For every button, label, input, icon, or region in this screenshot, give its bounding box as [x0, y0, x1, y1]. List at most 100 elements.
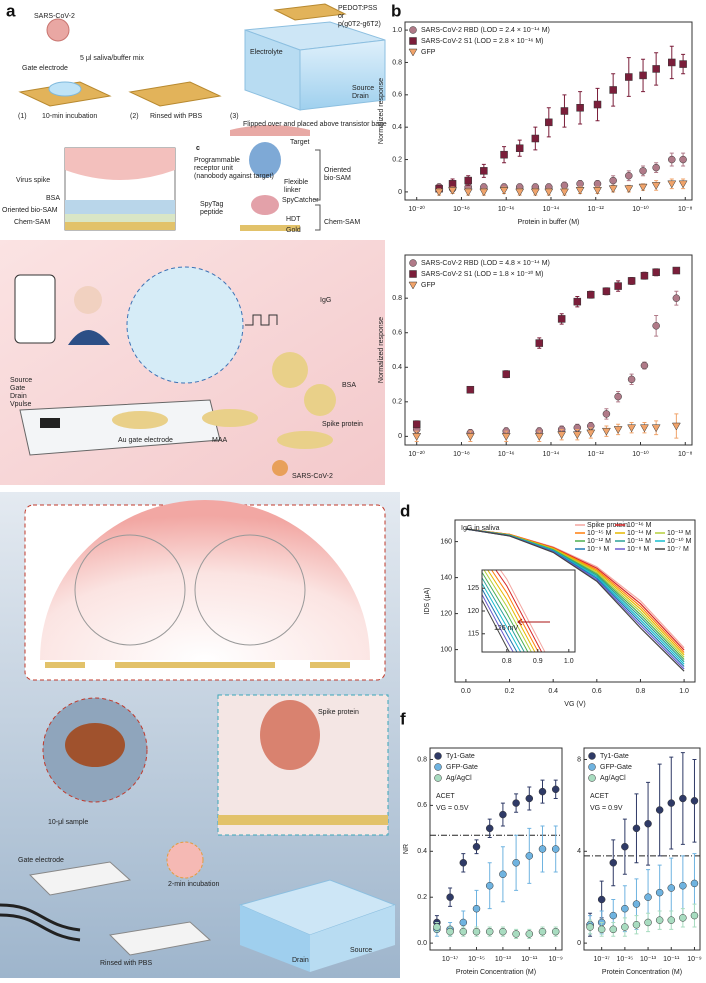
marker [679, 60, 687, 68]
label: SpyCatcher [282, 197, 319, 204]
marker [593, 180, 602, 188]
y-tick-label: 0.2 [392, 399, 402, 406]
label: bio-SAM [324, 175, 351, 182]
y-axis-label: Normalized response [378, 78, 385, 144]
x-axis-label: Protein in buffer (M) [518, 219, 580, 226]
legend-label: SARS-CoV-2 RBD (LOD = 4.8 × 10⁻¹⁴ M) [421, 260, 550, 267]
marker [638, 183, 648, 192]
marker [597, 895, 606, 904]
marker [448, 180, 457, 188]
label: Gate [10, 385, 25, 392]
x-axis-label: Protein Concentration (M) [602, 969, 682, 976]
marker [485, 824, 494, 833]
x-tick-label: 10⁻¹⁵ [617, 956, 634, 963]
marker [560, 181, 569, 190]
marker [679, 155, 687, 164]
virus-surface [65, 148, 175, 180]
gold-layer [65, 222, 175, 230]
x-tick-label: 10⁻¹¹ [521, 956, 538, 963]
marker [545, 118, 553, 127]
panel-label: b [391, 1, 401, 20]
marker [576, 104, 584, 112]
marker [485, 927, 494, 936]
marker [538, 927, 547, 936]
display [40, 418, 60, 428]
marker [609, 176, 617, 185]
y-tick-label: 125 [467, 585, 479, 592]
legend-label: 10⁻¹¹ M [627, 538, 651, 545]
marker [593, 100, 602, 109]
label: Flipped over and placed above transistor… [243, 121, 387, 128]
y-tick-label: 0.4 [417, 848, 427, 855]
x-tick-label: 10⁻¹⁴ [543, 451, 560, 458]
marker [655, 916, 664, 924]
label: PEDOT:PSS [338, 5, 378, 12]
x-tick-label: 0.9 [533, 658, 543, 665]
marker [609, 925, 618, 934]
flow-loop [74, 534, 186, 646]
marker [499, 810, 507, 819]
label: Drain [10, 393, 27, 400]
gate-disc [272, 352, 308, 388]
legend-label: Ty1-Gate [600, 753, 629, 760]
marker [576, 180, 584, 188]
droplet-dome [40, 500, 370, 660]
y-tick-label: 160 [440, 538, 452, 545]
marker [625, 73, 633, 81]
legend-label: 10⁻¹⁵ M [587, 530, 612, 537]
marker [640, 424, 649, 433]
inset-line [495, 570, 543, 652]
y-axis-label: IDS (μA) [424, 588, 431, 615]
electrode [115, 662, 275, 668]
marker [678, 180, 688, 189]
plot-frame [404, 254, 693, 446]
marker [667, 180, 677, 189]
marker [644, 918, 652, 927]
marker [500, 150, 508, 159]
marker [538, 845, 547, 853]
marker [459, 927, 468, 936]
marker [644, 893, 652, 901]
label: SARS-CoV-2 [34, 13, 75, 20]
label: Vpulse [10, 401, 32, 408]
x-tick-label: 10⁻¹² [588, 206, 605, 213]
marker [433, 923, 441, 931]
y-tick-label: 115 [468, 631, 479, 638]
marker [572, 431, 582, 440]
marker [464, 176, 472, 185]
annotation: ACET [436, 793, 455, 800]
marker [602, 410, 611, 418]
marker [538, 787, 547, 796]
legend-label: GFP [421, 49, 436, 56]
marker [679, 881, 687, 890]
marker [465, 433, 475, 441]
inset-arrow [517, 618, 550, 626]
legend-label: GFP-Gate [600, 764, 632, 771]
x-tick-label: 0.4 [548, 688, 558, 695]
marker [614, 282, 622, 290]
device-side [240, 905, 310, 972]
label: 10-min incubation [42, 113, 97, 120]
marker [639, 167, 647, 175]
marker [531, 134, 540, 143]
marker [640, 361, 649, 370]
marker [534, 433, 544, 441]
label: Source [350, 947, 372, 954]
x-tick-label: 10⁻¹⁷ [442, 956, 459, 963]
marker [609, 859, 618, 867]
label: SpyTag [200, 201, 223, 208]
marker [499, 927, 507, 936]
label: BSA [46, 195, 60, 202]
y-tick-label: 0 [577, 940, 581, 947]
x-tick-label: 10⁻¹⁴ [543, 206, 560, 213]
x-tick-label: 10⁻¹⁰ [632, 450, 649, 458]
plot-frame [583, 747, 701, 951]
device-front [310, 905, 395, 972]
droplet [48, 81, 82, 97]
label: Flexible [284, 179, 308, 186]
label: 5 μl saliva/buffer mix [80, 55, 144, 62]
marker [412, 433, 422, 441]
label: Au gate electrode [118, 437, 173, 444]
label: Gate electrode [22, 65, 68, 72]
flipped-electrode [273, 3, 347, 21]
